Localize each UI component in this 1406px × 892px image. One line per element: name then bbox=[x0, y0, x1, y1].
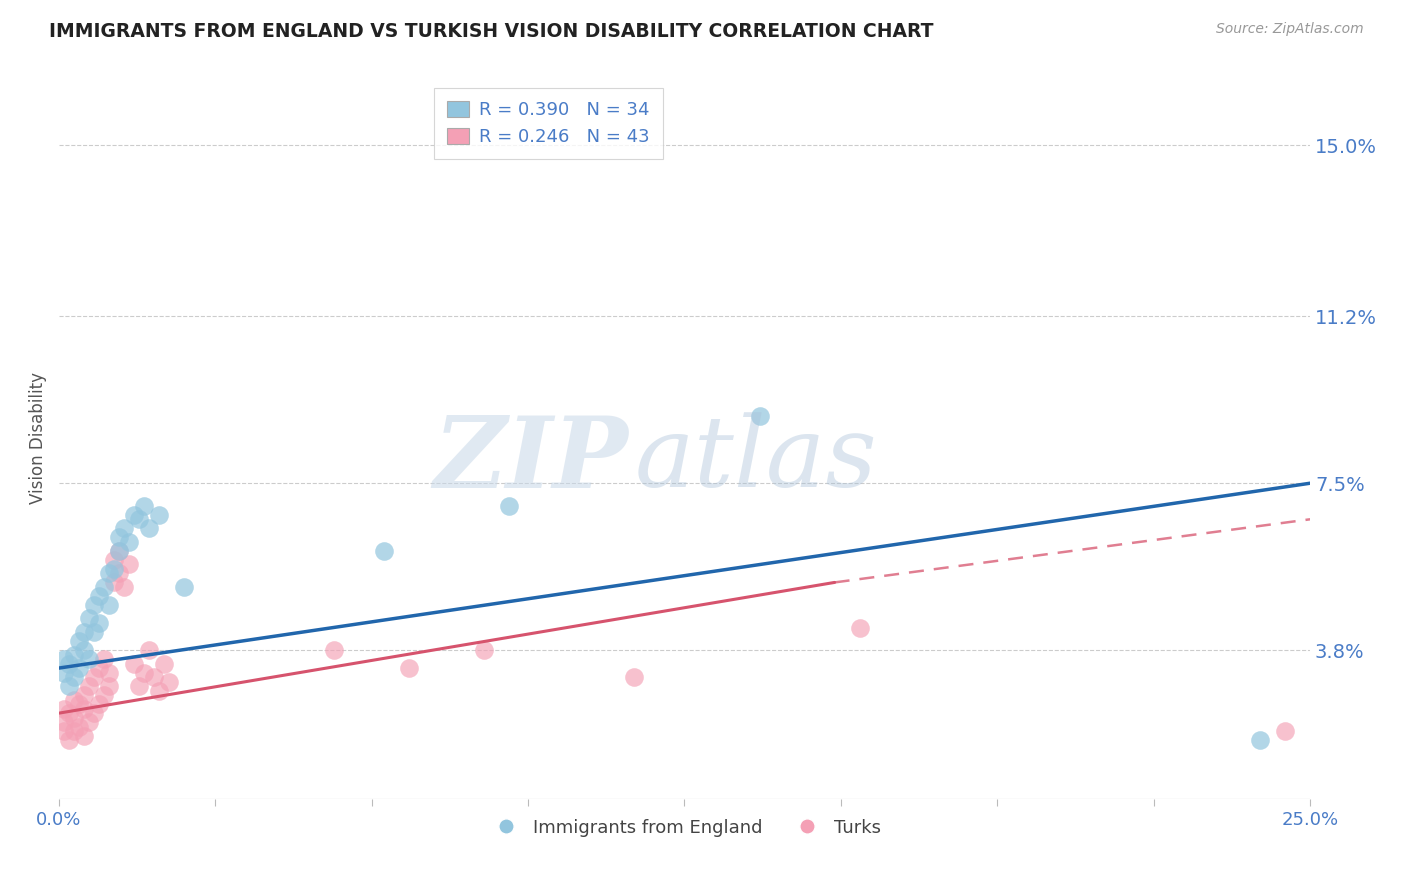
Point bbox=[63, 648, 86, 662]
Point bbox=[323, 643, 346, 657]
Point bbox=[52, 701, 75, 715]
Point bbox=[73, 701, 96, 715]
Point bbox=[67, 661, 90, 675]
Point bbox=[58, 657, 80, 671]
Point bbox=[58, 706, 80, 721]
Point bbox=[1274, 724, 1296, 739]
Point bbox=[67, 634, 90, 648]
Text: Source: ZipAtlas.com: Source: ZipAtlas.com bbox=[1216, 22, 1364, 37]
Point bbox=[77, 715, 100, 730]
Point bbox=[103, 575, 125, 590]
Point bbox=[52, 665, 75, 680]
Point bbox=[87, 589, 110, 603]
Point bbox=[128, 512, 150, 526]
Point bbox=[122, 508, 145, 522]
Point bbox=[97, 679, 120, 693]
Point bbox=[97, 665, 120, 680]
Point bbox=[173, 580, 195, 594]
Point bbox=[122, 657, 145, 671]
Point bbox=[138, 521, 160, 535]
Point bbox=[148, 508, 170, 522]
Point bbox=[87, 661, 110, 675]
Point bbox=[398, 661, 420, 675]
Point bbox=[112, 521, 135, 535]
Point bbox=[108, 544, 131, 558]
Point bbox=[748, 409, 770, 423]
Point bbox=[93, 652, 115, 666]
Point bbox=[623, 670, 645, 684]
Point bbox=[83, 706, 105, 721]
Point bbox=[108, 544, 131, 558]
Point bbox=[848, 620, 870, 634]
Point bbox=[83, 598, 105, 612]
Legend: Immigrants from England, Turks: Immigrants from England, Turks bbox=[481, 812, 889, 844]
Point bbox=[77, 611, 100, 625]
Point bbox=[73, 625, 96, 640]
Point bbox=[67, 697, 90, 711]
Point bbox=[58, 733, 80, 747]
Point bbox=[108, 530, 131, 544]
Point bbox=[58, 679, 80, 693]
Point bbox=[1249, 733, 1271, 747]
Point bbox=[52, 715, 75, 730]
Point bbox=[52, 652, 75, 666]
Point bbox=[83, 625, 105, 640]
Point bbox=[97, 598, 120, 612]
Point bbox=[63, 724, 86, 739]
Point bbox=[73, 729, 96, 743]
Point bbox=[87, 615, 110, 630]
Point bbox=[118, 558, 141, 572]
Point bbox=[157, 674, 180, 689]
Point bbox=[63, 692, 86, 706]
Point bbox=[52, 724, 75, 739]
Point bbox=[132, 499, 155, 513]
Point bbox=[472, 643, 495, 657]
Point bbox=[97, 566, 120, 581]
Text: atlas: atlas bbox=[634, 412, 877, 508]
Y-axis label: Vision Disability: Vision Disability bbox=[30, 372, 46, 504]
Point bbox=[103, 553, 125, 567]
Point bbox=[87, 697, 110, 711]
Point bbox=[103, 562, 125, 576]
Text: IMMIGRANTS FROM ENGLAND VS TURKISH VISION DISABILITY CORRELATION CHART: IMMIGRANTS FROM ENGLAND VS TURKISH VISIO… bbox=[49, 22, 934, 41]
Point bbox=[118, 534, 141, 549]
Point bbox=[138, 643, 160, 657]
Point bbox=[143, 670, 166, 684]
Text: ZIP: ZIP bbox=[433, 411, 628, 508]
Point bbox=[83, 670, 105, 684]
Point bbox=[73, 688, 96, 702]
Point bbox=[93, 580, 115, 594]
Point bbox=[108, 566, 131, 581]
Point bbox=[77, 679, 100, 693]
Point bbox=[77, 652, 100, 666]
Point bbox=[498, 499, 520, 513]
Point bbox=[112, 580, 135, 594]
Point bbox=[128, 679, 150, 693]
Point bbox=[73, 643, 96, 657]
Point bbox=[132, 665, 155, 680]
Point bbox=[153, 657, 176, 671]
Point bbox=[148, 683, 170, 698]
Point bbox=[373, 544, 395, 558]
Point bbox=[63, 670, 86, 684]
Point bbox=[93, 688, 115, 702]
Point bbox=[67, 720, 90, 734]
Point bbox=[63, 711, 86, 725]
